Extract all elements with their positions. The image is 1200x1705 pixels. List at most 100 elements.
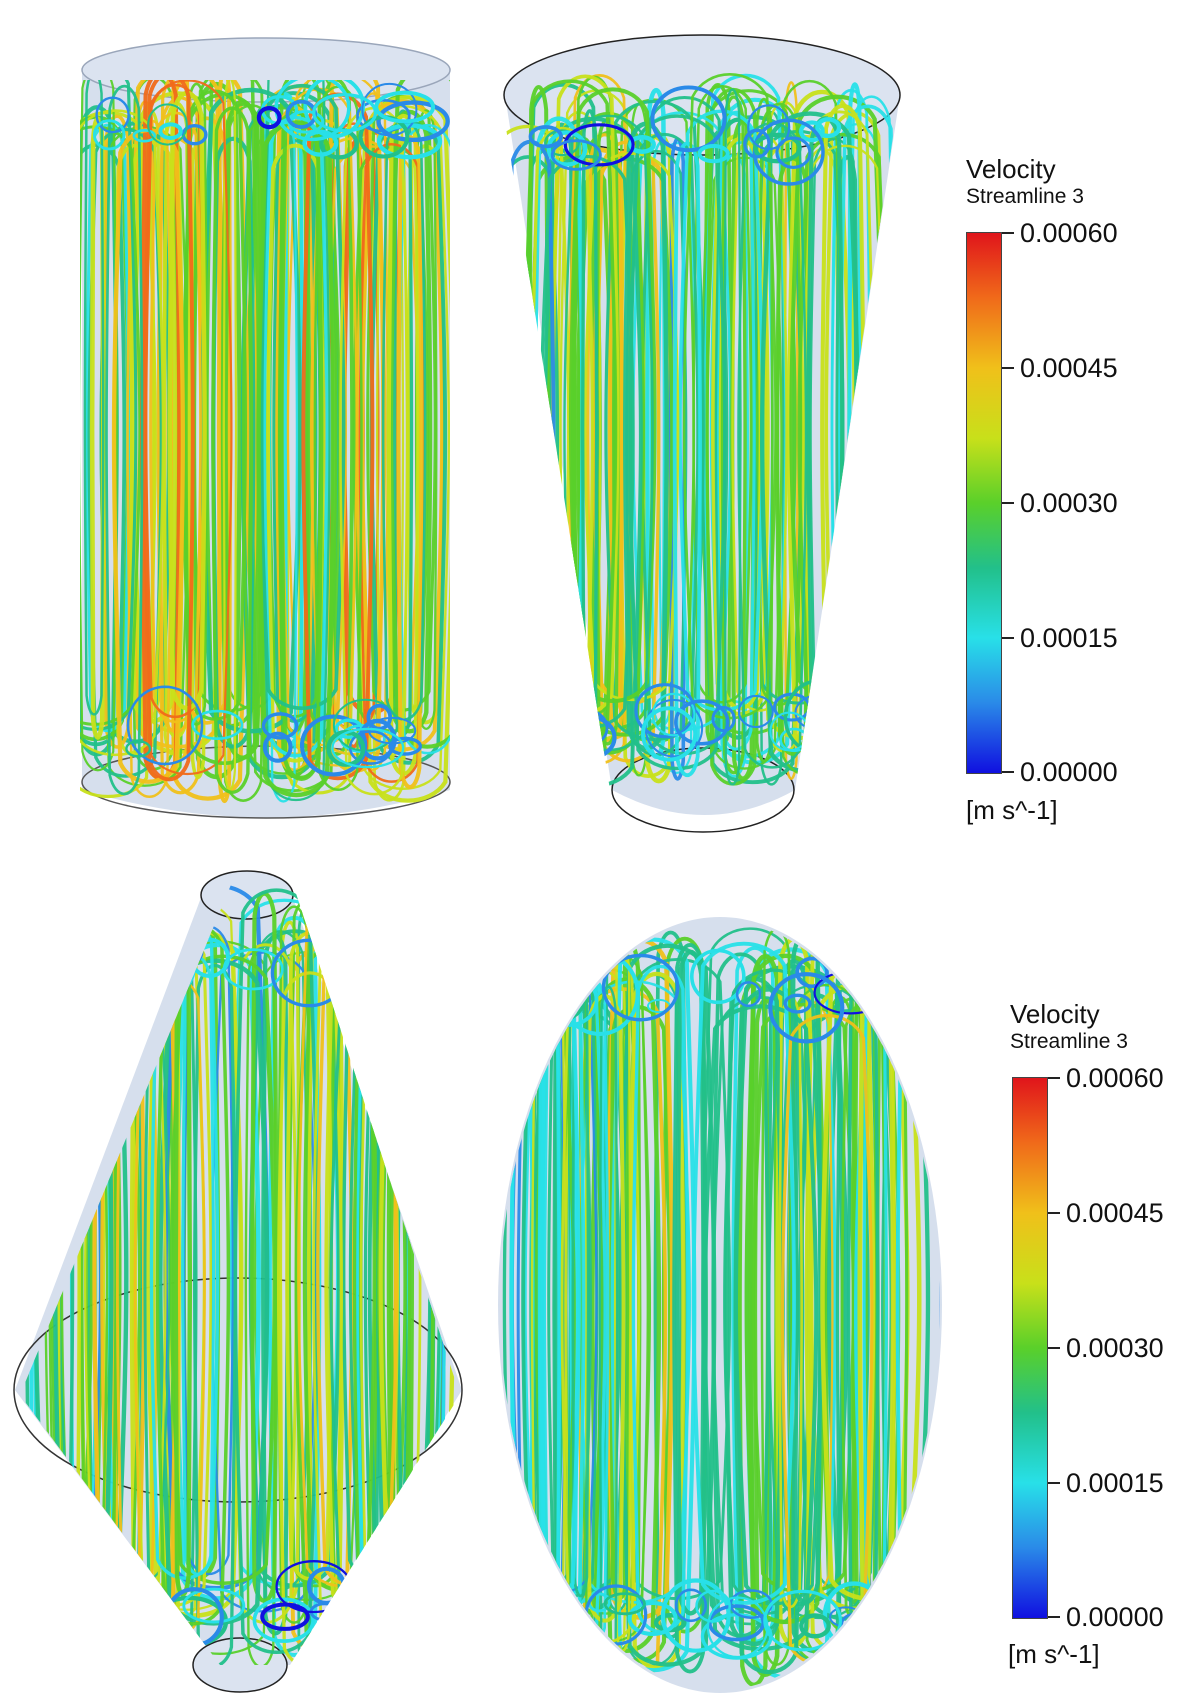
streamline-curl — [799, 120, 825, 143]
streamline — [167, 91, 207, 711]
streamline — [381, 924, 460, 1657]
streamline-curl — [528, 125, 564, 149]
streamline-curl — [352, 1590, 406, 1642]
streamline — [590, 977, 662, 1653]
streamline-curl — [132, 128, 157, 143]
streamline — [149, 917, 220, 1580]
streamline — [624, 958, 732, 1600]
streamline — [366, 94, 437, 712]
streamline-curl — [390, 1583, 443, 1617]
streamline-curl — [102, 1578, 167, 1615]
legend-unit: [m s^-1] — [1008, 1639, 1100, 1669]
streamline — [250, 891, 279, 1603]
streamline — [80, 80, 118, 772]
streamline-curl — [628, 135, 656, 154]
legend-title: Velocity — [1010, 999, 1100, 1029]
legend-title: Velocity — [966, 154, 1056, 184]
streamline — [389, 80, 450, 749]
streamline-curl — [711, 705, 736, 733]
streamline — [220, 103, 267, 802]
streamline-curl — [78, 1558, 143, 1624]
streamline-curl — [343, 1581, 380, 1606]
streamline — [702, 1004, 819, 1651]
streamline-curl — [252, 1597, 315, 1643]
streamline — [169, 954, 278, 1585]
streamline-curl — [302, 129, 339, 157]
streamline-curl — [376, 100, 450, 143]
streamline-curl — [563, 123, 635, 167]
legend-tick-label: 0.00045 — [1066, 1198, 1164, 1228]
panel-cylinder — [80, 37, 451, 819]
streamline-curl — [783, 993, 812, 1014]
streamline-curl — [386, 933, 433, 971]
streamline-curl — [775, 136, 812, 169]
streamline-curl — [546, 130, 588, 167]
streamline — [756, 102, 803, 706]
streamline — [193, 963, 237, 1665]
streamline-curl — [852, 981, 883, 1004]
streamline-curl — [603, 1592, 646, 1616]
streamline-curl — [650, 85, 727, 153]
panel-ellipsoid — [498, 917, 942, 1693]
streamline-curl — [125, 740, 152, 758]
streamline — [723, 968, 823, 1606]
streamline-curl — [641, 706, 698, 762]
streamline-curl — [361, 82, 418, 137]
streamline — [126, 119, 173, 798]
streamline-curl — [873, 1615, 911, 1651]
streamline-curl — [743, 128, 771, 159]
streamline-curl — [101, 943, 127, 966]
legend-tick-label: 0.00030 — [1066, 1333, 1164, 1363]
streamline-curl — [768, 972, 845, 1044]
streamline-curl — [368, 716, 417, 745]
streamline-curl — [331, 727, 405, 769]
streamline-curl — [819, 686, 882, 736]
streamline-curl — [365, 1591, 408, 1625]
streamline — [211, 106, 254, 794]
streamline — [571, 975, 590, 1598]
streamline-curl — [674, 1588, 708, 1623]
streamline-curl — [312, 92, 378, 133]
streamline-curl — [95, 96, 130, 134]
streamline-curl — [526, 974, 567, 1012]
streamline-curl — [312, 929, 345, 954]
legend-tick-label: 0.00000 — [1020, 757, 1118, 787]
streamline — [80, 125, 142, 726]
streamline-curl — [388, 736, 422, 756]
streamline-curl — [158, 122, 183, 140]
legend-colorbar — [1012, 1077, 1048, 1619]
streamline-curl — [274, 80, 351, 142]
streamline-curl — [260, 1602, 310, 1631]
streamline — [283, 129, 305, 739]
streamline — [185, 82, 208, 726]
streamline-curl — [262, 731, 293, 763]
streamline — [586, 133, 624, 722]
streamline — [83, 80, 105, 716]
streamline — [678, 109, 765, 712]
cylinder-streamlines — [80, 80, 450, 804]
legend-colorbar — [966, 232, 1002, 774]
legend-unit: [m s^-1] — [966, 795, 1058, 825]
streamline — [28, 928, 60, 1626]
streamline-curl — [55, 929, 88, 949]
legend-tick-label: 0.00030 — [1020, 488, 1118, 518]
streamline-curl — [182, 1587, 246, 1624]
streamline-curl — [261, 712, 299, 740]
streamline-curl — [799, 1613, 831, 1639]
streamline — [339, 106, 410, 796]
streamline-curl — [329, 944, 373, 968]
streamline-curl — [763, 1589, 842, 1652]
streamline-curl — [544, 129, 580, 157]
streamline-curl — [256, 105, 282, 130]
streamline — [105, 85, 144, 796]
streamline-curl — [57, 1577, 115, 1612]
legend-tick-label: 0.00045 — [1020, 353, 1118, 383]
streamline-curl — [874, 1591, 929, 1646]
streamline — [580, 109, 599, 754]
streamline-curl — [326, 917, 381, 964]
legend-tick-label: 0.00000 — [1066, 1602, 1164, 1632]
streamline-curl — [396, 1593, 444, 1630]
streamline-curl — [601, 953, 680, 1022]
streamline-curl — [627, 1601, 678, 1636]
